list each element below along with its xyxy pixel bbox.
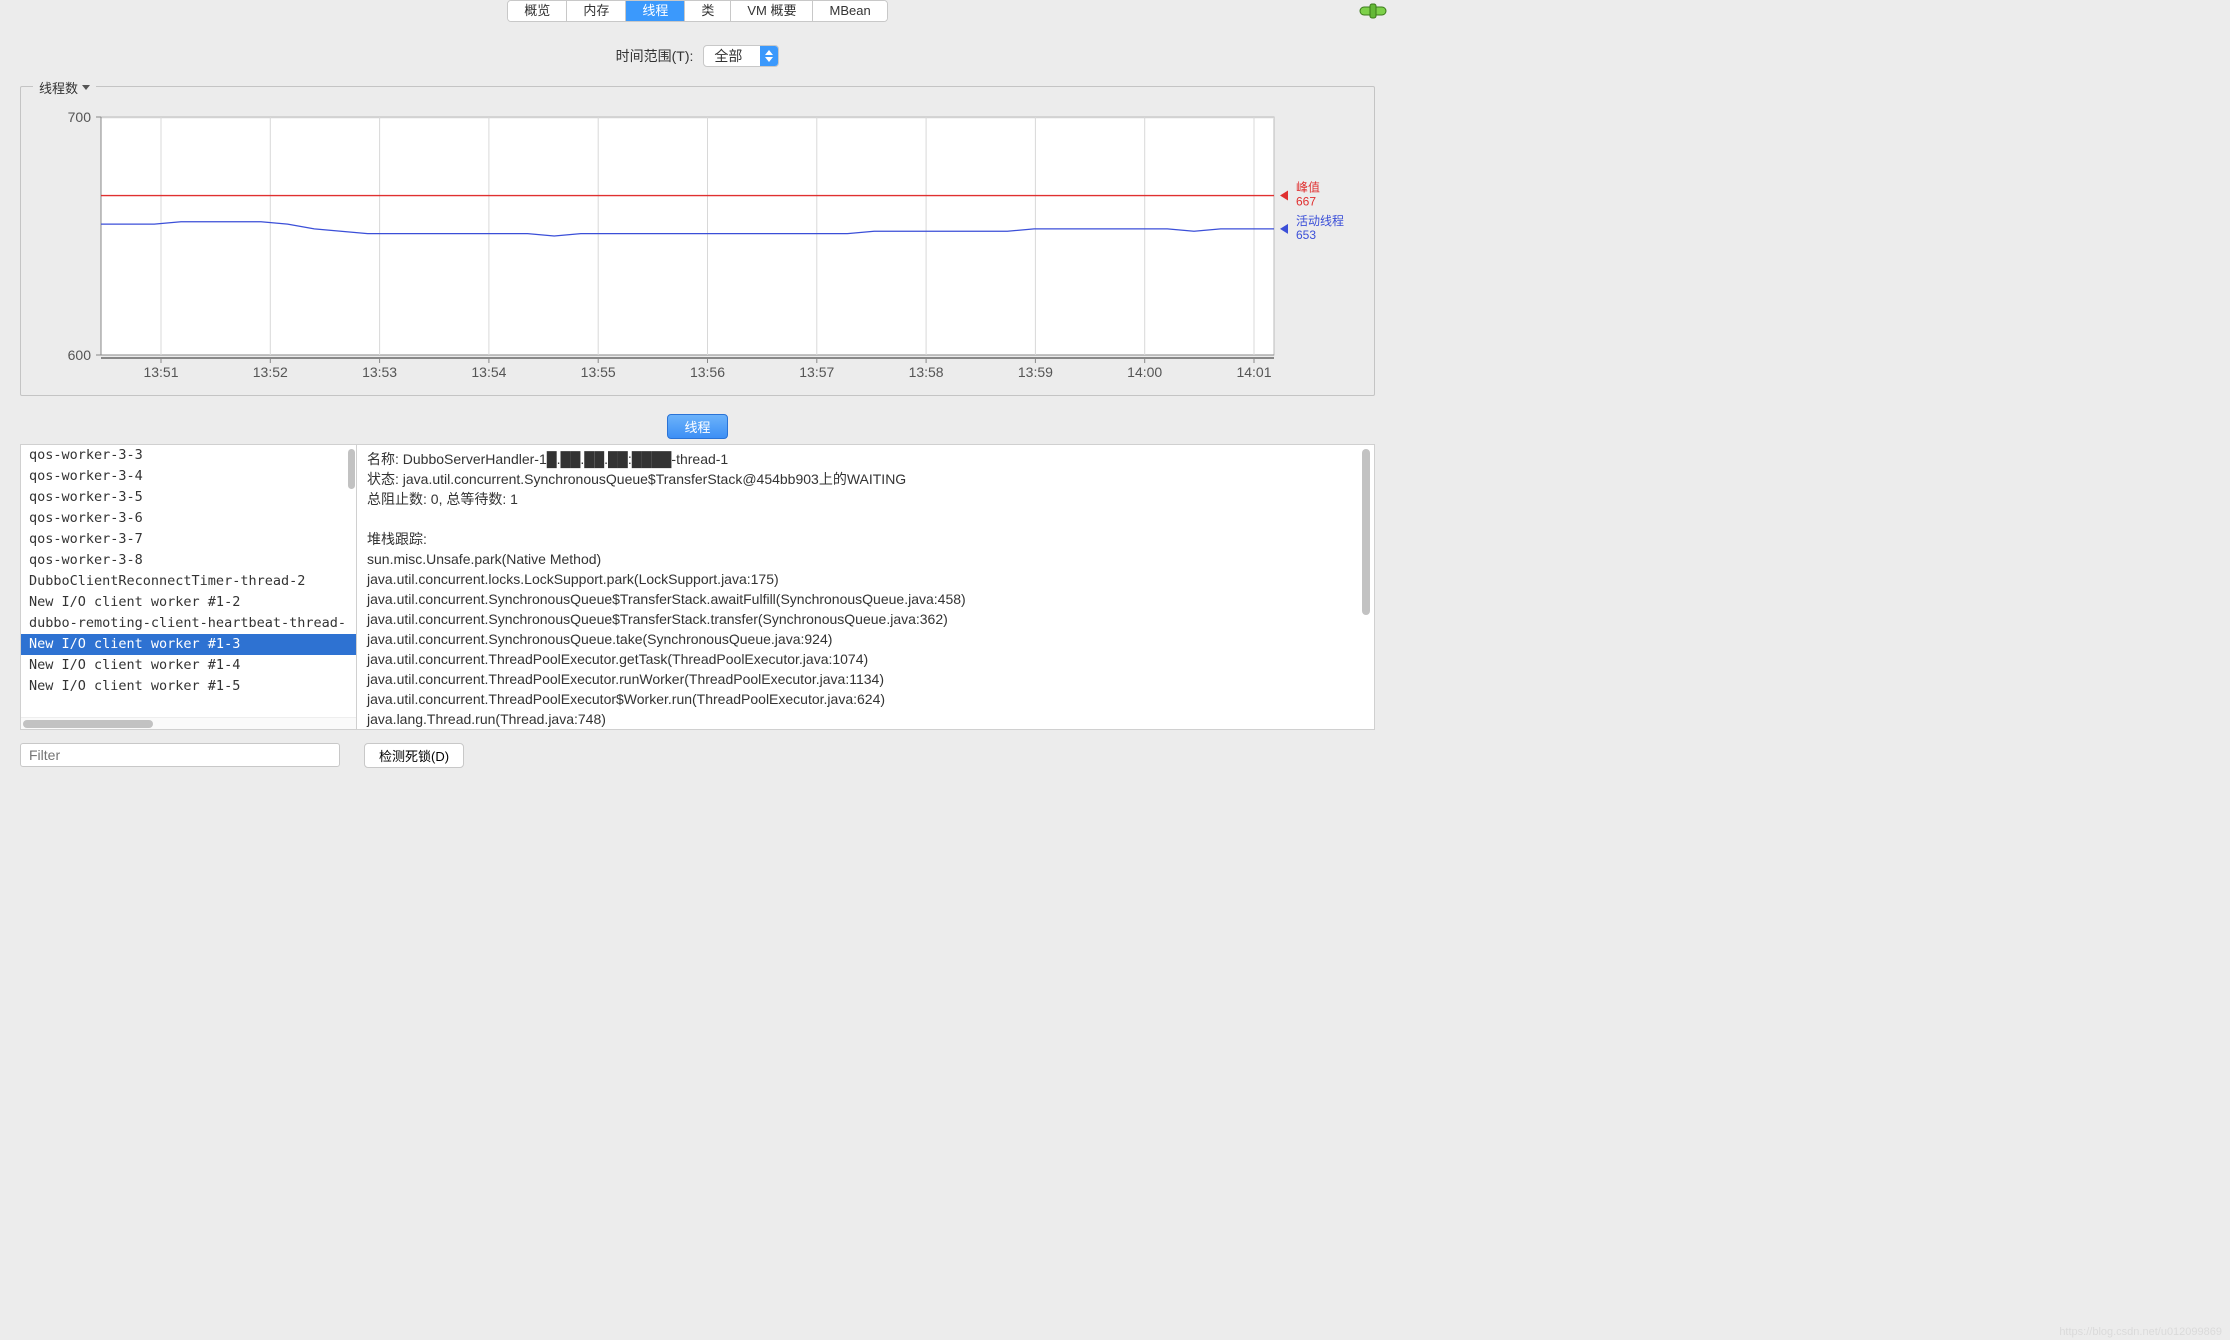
thread-list-pane: qos-worker-3-3qos-worker-3-4qos-worker-3… <box>21 445 357 729</box>
thread-list-item[interactable]: qos-worker-3-5 <box>21 487 356 508</box>
threads-button[interactable]: 线程 <box>667 414 727 439</box>
thread-list-item[interactable]: qos-worker-3-3 <box>21 445 356 466</box>
detail-stack-label: 堆栈跟踪: <box>367 531 427 547</box>
thread-list-item[interactable]: dubbo-remoting-client-heartbeat-thread- <box>21 613 356 634</box>
chevron-down-icon <box>82 85 90 90</box>
thread-count-chart: 600 700 13:51 13:52 13:53 13:54 13:55 13:56 13:5… <box>31 107 1364 385</box>
thread-list-item[interactable]: qos-worker-3-6 <box>21 508 356 529</box>
svg-text:13:57: 13:57 <box>799 364 834 380</box>
bottom-controls: 检测死锁(D) <box>20 740 1375 770</box>
tab-1[interactable]: 内存 <box>567 1 626 21</box>
thread-list-item[interactable]: New I/O client worker #1-4 <box>21 655 356 676</box>
svg-text:13:59: 13:59 <box>1018 364 1053 380</box>
svg-text:13:55: 13:55 <box>581 364 616 380</box>
svg-text:峰值: 峰值 <box>1296 180 1320 195</box>
stack-frame: java.util.concurrent.SynchronousQueue$Tr… <box>367 609 1364 629</box>
detect-deadlock-button[interactable]: 检测死锁(D) <box>364 743 464 768</box>
thread-split-pane: qos-worker-3-3qos-worker-3-4qos-worker-3… <box>20 444 1375 730</box>
time-range-value: 全部 <box>704 46 760 66</box>
stack-frame: java.util.concurrent.ThreadPoolExecutor.… <box>367 649 1364 669</box>
time-range-combo[interactable]: 全部 <box>703 45 779 67</box>
stack-frame: sun.misc.Unsafe.park(Native Method) <box>367 549 1364 569</box>
svg-text:653: 653 <box>1296 228 1316 242</box>
time-range-label: 时间范围(T): <box>616 46 694 66</box>
filter-input[interactable] <box>20 743 340 767</box>
svg-text:700: 700 <box>68 109 92 125</box>
thread-list-item[interactable]: DubboClientReconnectTimer-thread-2 <box>21 571 356 592</box>
list-h-scrollbar[interactable] <box>21 717 356 729</box>
svg-text:14:01: 14:01 <box>1236 364 1271 380</box>
stack-frame: java.util.concurrent.SynchronousQueue.ta… <box>367 629 1364 649</box>
connection-status-icon <box>1359 2 1387 20</box>
thread-list-item[interactable]: New I/O client worker #1-2 <box>21 592 356 613</box>
svg-text:活动线程: 活动线程 <box>1296 213 1344 228</box>
svg-text:13:51: 13:51 <box>143 364 178 380</box>
tab-4[interactable]: VM 概要 <box>731 1 813 21</box>
stack-frame: java.util.concurrent.locks.LockSupport.p… <box>367 569 1364 589</box>
stack-frame: java.util.concurrent.ThreadPoolExecutor$… <box>367 689 1364 709</box>
detail-waited-label: 总等待数: <box>446 491 510 507</box>
thread-list-item[interactable]: qos-worker-3-8 <box>21 550 356 571</box>
tab-segmented-control: 概览内存线程类VM 概要MBean <box>507 0 887 22</box>
svg-text:14:00: 14:00 <box>1127 364 1162 380</box>
detail-scrollbar[interactable] <box>1362 449 1370 725</box>
thread-list-item[interactable]: New I/O client worker #1-5 <box>21 676 356 697</box>
detail-state-value: java.util.concurrent.SynchronousQueue$Tr… <box>403 471 906 487</box>
detail-waited-value: 1 <box>510 491 518 507</box>
detail-name-label: 名称: <box>367 451 403 467</box>
thread-list-item[interactable]: qos-worker-3-4 <box>21 466 356 487</box>
svg-text:600: 600 <box>68 347 92 363</box>
tab-2[interactable]: 线程 <box>626 1 685 21</box>
thread-chart-panel: 线程数 60070013:5113:5213:5313:5413:5513:56… <box>20 86 1375 396</box>
svg-text:13:56: 13:56 <box>690 364 725 380</box>
svg-text:667: 667 <box>1296 195 1316 209</box>
tab-bar: 概览内存线程类VM 概要MBean <box>0 0 1395 26</box>
detail-blocked-value: 0, <box>431 491 447 507</box>
chart-title-dropdown[interactable]: 线程数 <box>33 78 96 97</box>
chart-title-text: 线程数 <box>39 78 78 97</box>
thread-list[interactable]: qos-worker-3-3qos-worker-3-4qos-worker-3… <box>21 445 356 717</box>
svg-text:13:53: 13:53 <box>362 364 397 380</box>
svg-text:13:54: 13:54 <box>471 364 506 380</box>
detail-state-label: 状态: <box>367 471 403 487</box>
thread-list-item[interactable]: New I/O client worker #1-3 <box>21 634 356 655</box>
thread-list-item[interactable]: qos-worker-3-7 <box>21 529 356 550</box>
stack-frame: java.util.concurrent.ThreadPoolExecutor.… <box>367 669 1364 689</box>
detail-name-value: DubboServerHandler-1█.██.██.██:████-thre… <box>403 451 728 467</box>
tab-0[interactable]: 概览 <box>508 1 567 21</box>
stack-frame: java.lang.Thread.run(Thread.java:748) <box>367 709 1364 729</box>
tab-3[interactable]: 类 <box>685 1 731 21</box>
time-range-row: 时间范围(T): 全部 <box>0 26 1395 86</box>
thread-detail-pane: 名称: DubboServerHandler-1█.██.██.██:████-… <box>357 445 1374 729</box>
thread-button-row: 线程 <box>0 408 1395 444</box>
tab-5[interactable]: MBean <box>813 1 886 21</box>
watermark: https://blog.csdn.net/u012099869 <box>2059 1326 2222 1338</box>
svg-text:13:58: 13:58 <box>909 364 944 380</box>
combo-arrows-icon <box>760 46 778 66</box>
stack-frame: java.util.concurrent.SynchronousQueue$Tr… <box>367 589 1364 609</box>
svg-text:13:52: 13:52 <box>253 364 288 380</box>
detail-blocked-label: 总阻止数: <box>367 491 431 507</box>
